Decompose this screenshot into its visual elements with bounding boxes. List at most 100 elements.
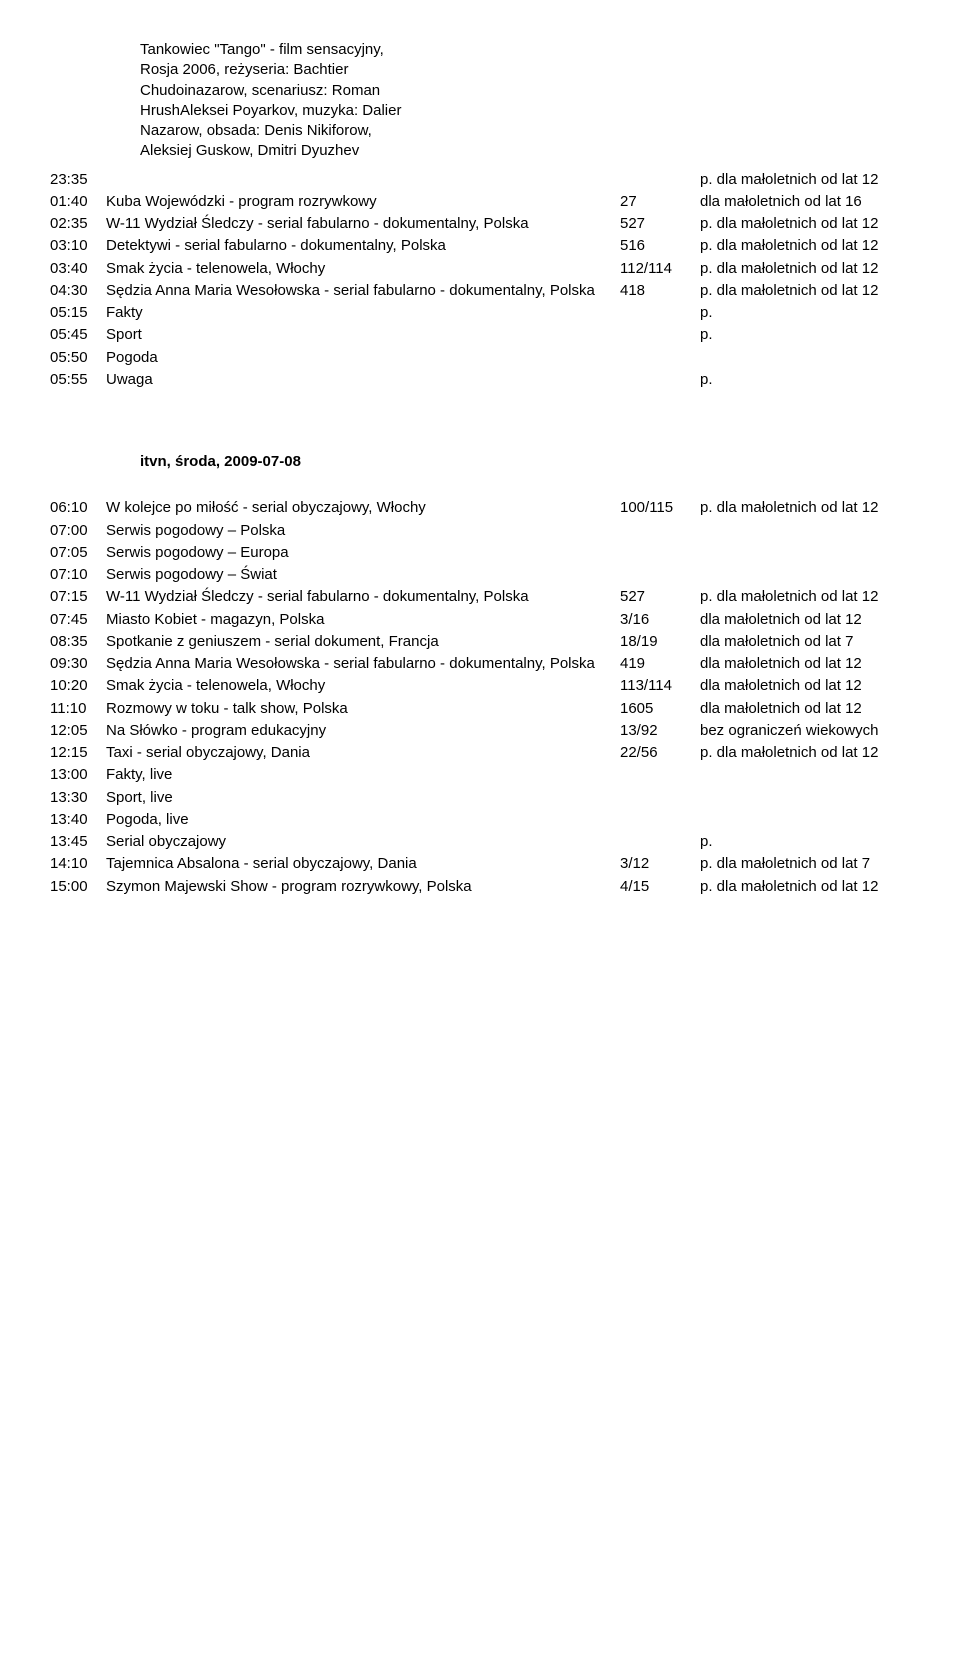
rating-cell: p. dla małoletnich od lat 12: [700, 170, 910, 190]
episode-number-cell: 527: [620, 214, 700, 234]
title-cell: Sędzia Anna Maria Wesołowska - serial fa…: [106, 654, 620, 674]
time-cell: 13:00: [50, 765, 106, 785]
rating-cell: p. dla małoletnich od lat 12: [700, 587, 910, 607]
title-cell: Pogoda, live: [106, 810, 620, 830]
title-cell: Pogoda: [106, 348, 620, 368]
schedule-row: 15:00Szymon Majewski Show - program rozr…: [50, 877, 910, 897]
schedule-row: 06:10W kolejce po miłość - serial obycza…: [50, 498, 910, 518]
schedule-row: 05:45Sportp.: [50, 325, 910, 345]
episode-number-cell: 516: [620, 236, 700, 256]
time-cell: 08:35: [50, 632, 106, 652]
title-cell: Smak życia - telenowela, Włochy: [106, 676, 620, 696]
title-cell: Rozmowy w toku - talk show, Polska: [106, 699, 620, 719]
episode-number-cell: 527: [620, 587, 700, 607]
intro-line: Aleksiej Guskow, Dmitri Dyuzhev: [140, 141, 910, 161]
time-cell: 15:00: [50, 877, 106, 897]
schedule-row: 07:10Serwis pogodowy – Świat: [50, 565, 910, 585]
rating-cell: p. dla małoletnich od lat 12: [700, 259, 910, 279]
rating-cell: dla małoletnich od lat 12: [700, 610, 910, 630]
time-cell: 05:45: [50, 325, 106, 345]
episode-number-cell: 419: [620, 654, 700, 674]
rating-cell: p.: [700, 325, 910, 345]
schedule-block-2: 06:10W kolejce po miłość - serial obycza…: [50, 498, 910, 897]
episode-number-cell: 113/114: [620, 676, 700, 696]
rating-cell: p.: [700, 303, 910, 323]
schedule-row: 12:05Na Słówko - program edukacyjny13/92…: [50, 721, 910, 741]
time-cell: 05:50: [50, 348, 106, 368]
episode-number-cell: 100/115: [620, 498, 700, 518]
time-cell: 13:45: [50, 832, 106, 852]
schedule-row: 07:05Serwis pogodowy – Europa: [50, 543, 910, 563]
schedule-block-1: 23:35p. dla małoletnich od lat 1201:40Ku…: [50, 170, 910, 391]
time-cell: 13:30: [50, 788, 106, 808]
title-cell: Taxi - serial obyczajowy, Dania: [106, 743, 620, 763]
episode-number-cell: 418: [620, 281, 700, 301]
time-cell: 12:05: [50, 721, 106, 741]
schedule-row: 07:45Miasto Kobiet - magazyn, Polska3/16…: [50, 610, 910, 630]
title-cell: Serwis pogodowy – Świat: [106, 565, 620, 585]
time-cell: 03:40: [50, 259, 106, 279]
rating-cell: dla małoletnich od lat 16: [700, 192, 910, 212]
schedule-row: 02:35W-11 Wydział Śledczy - serial fabul…: [50, 214, 910, 234]
schedule-row: 23:35p. dla małoletnich od lat 12: [50, 170, 910, 190]
rating-cell: p. dla małoletnich od lat 12: [700, 498, 910, 518]
time-cell: 03:10: [50, 236, 106, 256]
schedule-row: 13:00Fakty, live: [50, 765, 910, 785]
episode-number-cell: 4/15: [620, 877, 700, 897]
time-cell: 05:55: [50, 370, 106, 390]
time-cell: 07:15: [50, 587, 106, 607]
time-cell: 07:10: [50, 565, 106, 585]
time-cell: 11:10: [50, 699, 106, 719]
title-cell: W-11 Wydział Śledczy - serial fabularno …: [106, 587, 620, 607]
title-cell: Fakty, live: [106, 765, 620, 785]
rating-cell: p. dla małoletnich od lat 12: [700, 877, 910, 897]
intro-line: Rosja 2006, reżyseria: Bachtier: [140, 60, 910, 80]
time-cell: 06:10: [50, 498, 106, 518]
title-cell: Uwaga: [106, 370, 620, 390]
title-cell: Szymon Majewski Show - program rozrywkow…: [106, 877, 620, 897]
schedule-row: 05:55Uwagap.: [50, 370, 910, 390]
schedule-row: 13:40Pogoda, live: [50, 810, 910, 830]
time-cell: 14:10: [50, 854, 106, 874]
schedule-row: 05:50Pogoda: [50, 348, 910, 368]
episode-number-cell: 112/114: [620, 259, 700, 279]
time-cell: 04:30: [50, 281, 106, 301]
schedule-row: 13:30Sport, live: [50, 788, 910, 808]
time-cell: 12:15: [50, 743, 106, 763]
intro-line: Tankowiec "Tango" - film sensacyjny,: [140, 40, 910, 60]
title-cell: Kuba Wojewódzki - program rozrywkowy: [106, 192, 620, 212]
episode-number-cell: 1605: [620, 699, 700, 719]
title-cell: Serwis pogodowy – Europa: [106, 543, 620, 563]
schedule-row: 01:40Kuba Wojewódzki - program rozrywkow…: [50, 192, 910, 212]
episode-number-cell: 22/56: [620, 743, 700, 763]
title-cell: Sport, live: [106, 788, 620, 808]
title-cell: Serial obyczajowy: [106, 832, 620, 852]
schedule-row: 08:35Spotkanie z geniuszem - serial doku…: [50, 632, 910, 652]
title-cell: Detektywi - serial fabularno - dokumenta…: [106, 236, 620, 256]
intro-line: Chudoinazarow, scenariusz: Roman: [140, 81, 910, 101]
section-title: itvn, środa, 2009-07-08: [140, 452, 910, 472]
schedule-row: 07:00Serwis pogodowy – Polska: [50, 521, 910, 541]
rating-cell: p. dla małoletnich od lat 7: [700, 854, 910, 874]
time-cell: 07:45: [50, 610, 106, 630]
title-cell: W-11 Wydział Śledczy - serial fabularno …: [106, 214, 620, 234]
rating-cell: dla małoletnich od lat 12: [700, 654, 910, 674]
time-cell: 05:15: [50, 303, 106, 323]
title-cell: Na Słówko - program edukacyjny: [106, 721, 620, 741]
schedule-row: 09:30Sędzia Anna Maria Wesołowska - seri…: [50, 654, 910, 674]
rating-cell: dla małoletnich od lat 12: [700, 676, 910, 696]
time-cell: 01:40: [50, 192, 106, 212]
rating-cell: p. dla małoletnich od lat 12: [700, 743, 910, 763]
intro-description: Tankowiec "Tango" - film sensacyjny,Rosj…: [140, 40, 910, 162]
title-cell: Serwis pogodowy – Polska: [106, 521, 620, 541]
schedule-row: 07:15W-11 Wydział Śledczy - serial fabul…: [50, 587, 910, 607]
episode-number-cell: 3/16: [620, 610, 700, 630]
rating-cell: p.: [700, 832, 910, 852]
title-cell: Sędzia Anna Maria Wesołowska - serial fa…: [106, 281, 620, 301]
title-cell: Tajemnica Absalona - serial obyczajowy, …: [106, 854, 620, 874]
rating-cell: dla małoletnich od lat 7: [700, 632, 910, 652]
rating-cell: p. dla małoletnich od lat 12: [700, 214, 910, 234]
time-cell: 13:40: [50, 810, 106, 830]
title-cell: Spotkanie z geniuszem - serial dokument,…: [106, 632, 620, 652]
schedule-row: 12:15Taxi - serial obyczajowy, Dania22/5…: [50, 743, 910, 763]
